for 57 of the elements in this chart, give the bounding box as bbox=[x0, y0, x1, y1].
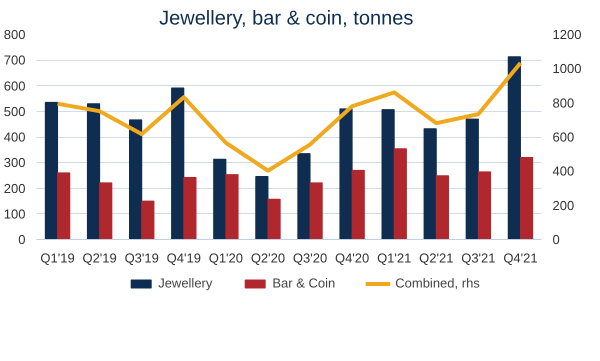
bar bbox=[339, 108, 353, 240]
bar bbox=[352, 170, 365, 240]
y-tick-label: 200 bbox=[4, 180, 26, 196]
legend-label: Jewellery bbox=[158, 276, 212, 290]
x-tick-label: Q2'21 bbox=[419, 250, 454, 266]
x-tick-label: Q3'19 bbox=[124, 250, 159, 266]
bar bbox=[141, 200, 154, 240]
bar bbox=[508, 56, 521, 240]
x-tick-label: Q4'20 bbox=[334, 250, 370, 266]
bar bbox=[255, 176, 268, 240]
x-tick-label: Q3'20 bbox=[292, 250, 328, 266]
bar bbox=[267, 198, 281, 240]
x-tick-label: Q3'21 bbox=[461, 250, 496, 266]
x-tick-label: Q2'19 bbox=[82, 250, 117, 266]
y-tick-label: 100 bbox=[4, 206, 26, 222]
x-tick-label: Q1'20 bbox=[208, 250, 244, 266]
x-tick-label: Q1'19 bbox=[40, 250, 75, 266]
bar bbox=[424, 128, 437, 240]
legend-label: Combined, rhs bbox=[395, 276, 480, 290]
bar bbox=[466, 118, 479, 240]
bar bbox=[213, 158, 226, 240]
bar bbox=[99, 182, 112, 240]
bar bbox=[297, 153, 311, 240]
x-tick-label: Q4'19 bbox=[166, 250, 201, 266]
y-tick-label: 700 bbox=[4, 52, 26, 68]
bar bbox=[382, 109, 395, 240]
y2-tick-label: 400 bbox=[552, 164, 574, 179]
x-tick-label: Q2'20 bbox=[250, 250, 286, 266]
bar bbox=[394, 148, 407, 240]
legend-label: Bar & Coin bbox=[272, 276, 336, 290]
bar bbox=[520, 157, 534, 240]
y-tick-label: 0 bbox=[18, 232, 26, 247]
bar bbox=[225, 174, 239, 240]
y2-tick-label: 1000 bbox=[552, 61, 582, 76]
y2-tick-label: 600 bbox=[552, 130, 574, 144]
bar bbox=[129, 119, 142, 240]
y-tick-label: 500 bbox=[4, 104, 26, 119]
bar bbox=[183, 176, 196, 240]
y-tick-label: 800 bbox=[4, 27, 26, 42]
y2-tick-label: 1200 bbox=[552, 27, 582, 42]
x-tick-label: Q1'21 bbox=[377, 250, 412, 266]
bar bbox=[310, 182, 323, 240]
bar bbox=[44, 102, 58, 240]
bar bbox=[171, 88, 184, 240]
y-tick-label: 400 bbox=[4, 130, 26, 144]
bar bbox=[436, 175, 449, 240]
bar bbox=[478, 171, 492, 240]
y-tick-label: 300 bbox=[4, 155, 26, 170]
line-series bbox=[56, 61, 522, 173]
chart-title: Jewellery, bar & coin, tonnes bbox=[159, 8, 414, 30]
y2-tick-label: 0 bbox=[552, 232, 560, 247]
y2-tick-label: 200 bbox=[552, 198, 574, 213]
bar bbox=[57, 172, 70, 240]
y2-tick-label: 800 bbox=[552, 95, 574, 110]
y-tick-label: 600 bbox=[4, 78, 26, 94]
bar bbox=[86, 103, 100, 240]
x-tick-label: Q4'21 bbox=[503, 250, 538, 266]
